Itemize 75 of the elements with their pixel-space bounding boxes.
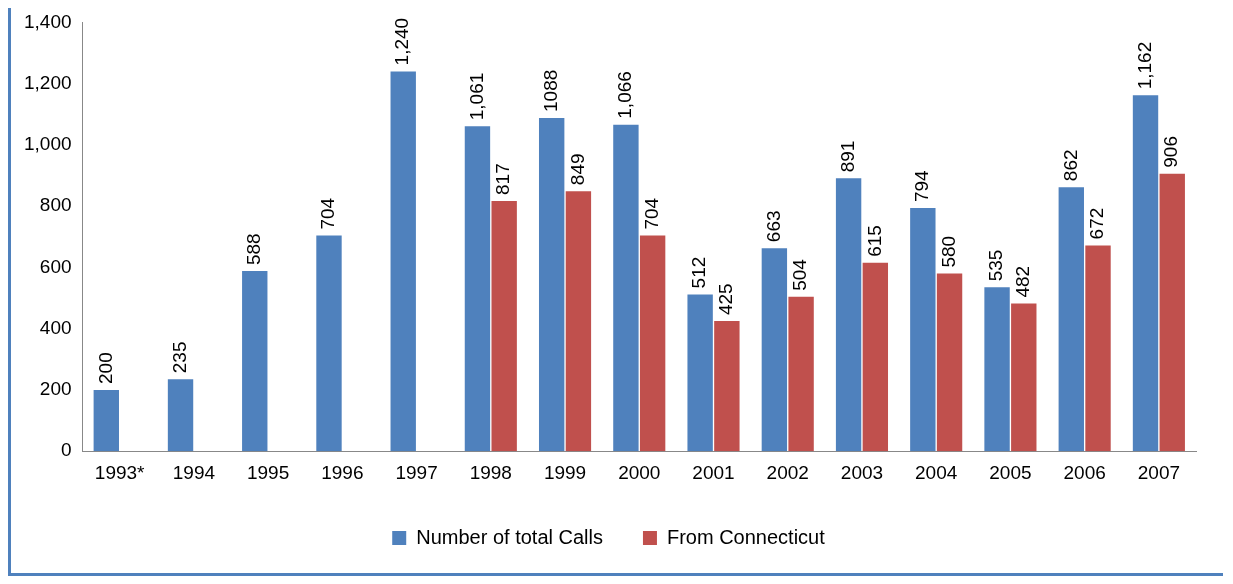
data-label: 794 [911, 169, 933, 203]
x-tick-label: 1993* [94, 461, 146, 483]
x-tick-label: 2001 [692, 461, 735, 483]
data-label: 535 [985, 249, 1007, 282]
data-label: 906 [1160, 136, 1182, 168]
y-tick-label: 1,400 [24, 10, 72, 32]
bar [390, 71, 416, 452]
y-tick-label: 600 [39, 255, 72, 277]
x-tick-label: 2003 [840, 461, 884, 483]
x-tick-label: 1999 [543, 461, 587, 483]
legend-label: From Connecticut [666, 525, 826, 548]
data-label: 1,162 [1133, 41, 1155, 90]
bar [714, 321, 740, 452]
data-label: 704 [317, 197, 339, 230]
bar [1132, 95, 1159, 452]
data-label: 849 [566, 153, 588, 186]
bar [1159, 173, 1185, 452]
data-label: 425 [715, 283, 737, 316]
data-label: 512 [688, 256, 710, 289]
bar [761, 248, 788, 452]
x-tick-label: 1997 [395, 461, 438, 483]
bar [464, 126, 491, 452]
data-label: 1088 [539, 69, 561, 112]
y-tick-label: 800 [39, 194, 72, 216]
bar [910, 208, 936, 452]
bar [862, 262, 889, 452]
data-label: 588 [242, 233, 264, 266]
x-tick-label: 2007 [1137, 461, 1181, 483]
data-label: 235 [168, 341, 190, 374]
bar [1085, 245, 1111, 452]
data-label: 1,061 [465, 72, 487, 121]
data-label: 482 [1012, 265, 1034, 298]
x-tick-label: 1995 [246, 461, 290, 483]
data-label: 704 [640, 197, 662, 230]
data-label: 1,240 [391, 17, 413, 66]
y-tick-label: 400 [39, 316, 72, 338]
bar [167, 379, 194, 452]
x-tick-label: 2002 [766, 461, 809, 483]
data-label: 672 [1086, 207, 1108, 240]
bar [538, 117, 565, 452]
data-label: 817 [492, 163, 514, 195]
bar [242, 271, 268, 452]
data-label: 580 [937, 235, 959, 268]
data-label: 615 [863, 225, 885, 257]
x-tick-label: 2006 [1063, 461, 1106, 483]
data-label: 862 [1059, 149, 1081, 182]
x-tick-label: 1998 [469, 461, 512, 483]
bar [788, 296, 814, 452]
bar [639, 235, 666, 452]
bar [984, 287, 1010, 452]
data-label: 504 [789, 258, 811, 291]
x-tick-label: 1996 [321, 461, 364, 483]
legend-label: Number of total Calls [416, 525, 603, 548]
y-tick-label: 1,000 [24, 133, 72, 155]
bar [613, 124, 639, 452]
bar [491, 200, 517, 452]
bar [687, 294, 713, 452]
bar [93, 389, 119, 452]
data-label: 200 [94, 352, 116, 384]
x-tick-label: 1994 [172, 461, 216, 483]
bar [936, 273, 963, 452]
bar [316, 235, 342, 452]
data-label: 663 [762, 210, 784, 243]
bar [835, 178, 862, 452]
bar [565, 191, 592, 452]
bar [1011, 303, 1037, 452]
bar [1058, 187, 1084, 452]
x-tick-label: 2004 [915, 461, 958, 483]
data-label: 1,066 [614, 71, 636, 119]
y-tick-label: 1,200 [24, 71, 72, 93]
y-tick-label: 200 [39, 378, 72, 400]
x-tick-label: 2000 [618, 461, 661, 483]
y-tick-label: 0 [60, 439, 72, 461]
data-label: 891 [836, 140, 858, 173]
x-tick-label: 2005 [989, 461, 1032, 483]
